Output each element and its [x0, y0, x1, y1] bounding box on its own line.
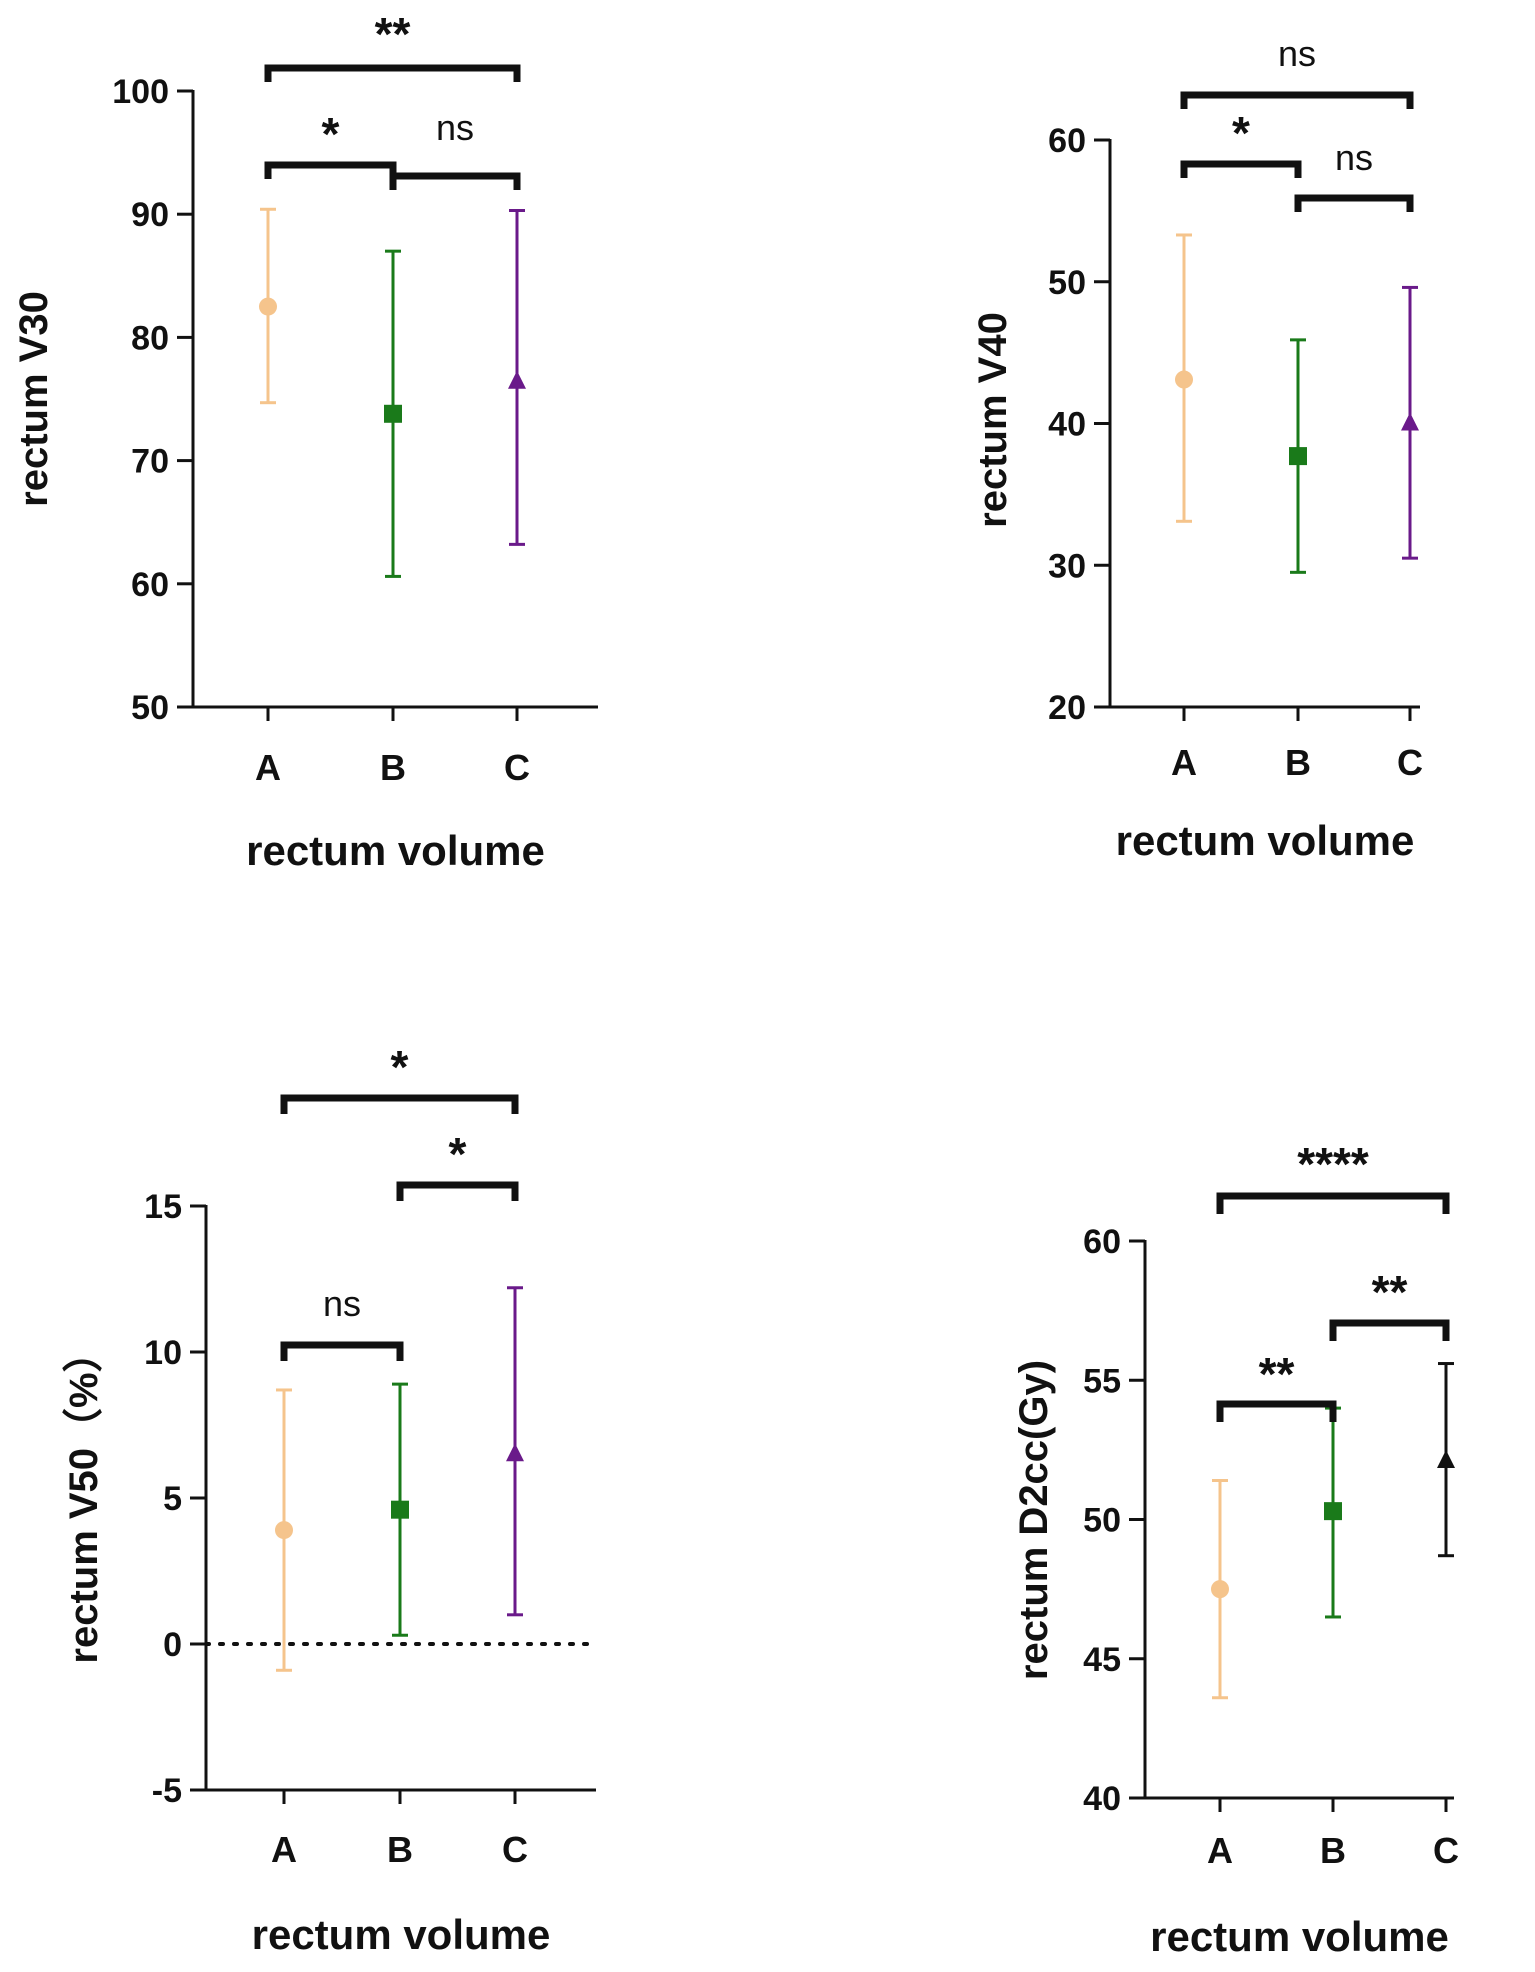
y-tick-label: 50	[1083, 1502, 1121, 1540]
significance-label: *	[391, 1041, 409, 1093]
significance-label: **	[375, 8, 411, 60]
x-axis-title: rectum volume	[1150, 1913, 1449, 1960]
significance-bracket	[1216, 1400, 1337, 1422]
y-tick-label: 10	[144, 1334, 182, 1372]
y-axis-title: rectum V50（%）	[62, 1332, 106, 1663]
significance-label: ns	[1278, 33, 1316, 74]
significance-label: ns	[1335, 137, 1373, 178]
y-tick-label: 60	[1048, 122, 1086, 160]
x-tick-label: C	[1433, 1830, 1459, 1871]
mean-point-b	[391, 1500, 409, 1519]
y-axis-title: rectum D2cc(Gy)	[1012, 1360, 1056, 1680]
significance-bracket	[396, 1181, 519, 1201]
y-tick-label: 100	[112, 73, 169, 111]
mean-point-c	[1401, 412, 1419, 431]
mean-point-a	[1175, 370, 1193, 389]
mean-point-c	[506, 1443, 524, 1462]
mean-point-c	[1437, 1450, 1455, 1469]
y-tick-label: 50	[1048, 264, 1086, 302]
significance-label: *	[322, 108, 340, 160]
x-tick-label: C	[504, 747, 530, 788]
mean-point-c	[508, 370, 526, 389]
x-tick-label: B	[380, 747, 406, 788]
mean-point-a	[259, 297, 277, 316]
y-tick-label: 90	[131, 196, 169, 234]
significance-bracket	[1180, 160, 1302, 178]
y-tick-label: 60	[131, 566, 169, 604]
significance-bracket	[264, 161, 397, 179]
y-tick-label: 20	[1048, 689, 1086, 727]
significance-bracket	[1216, 1192, 1450, 1214]
significance-label: **	[1372, 1266, 1408, 1318]
x-axis-title: rectum volume	[246, 827, 545, 874]
y-axis-title: rectum V40	[971, 312, 1015, 528]
mean-point-a	[275, 1521, 293, 1540]
mean-point-b	[1324, 1502, 1342, 1521]
significance-bracket	[389, 172, 521, 190]
x-tick-label: B	[387, 1829, 413, 1870]
x-tick-label: B	[1320, 1830, 1346, 1871]
y-tick-label: 60	[1083, 1223, 1121, 1261]
significance-bracket	[264, 64, 521, 82]
significance-label: ns	[436, 107, 474, 148]
y-axis-title: rectum V30	[12, 291, 56, 507]
mean-point-b	[1289, 447, 1307, 466]
significance-label: *	[1232, 107, 1250, 159]
x-tick-label: A	[271, 1829, 297, 1870]
significance-label: ns	[323, 1283, 361, 1324]
significance-label: ****	[1297, 1138, 1369, 1190]
y-tick-label: 0	[163, 1626, 182, 1664]
significance-label: **	[1259, 1348, 1295, 1400]
y-tick-label: 50	[131, 689, 169, 727]
y-tick-label: -5	[152, 1772, 182, 1810]
y-tick-label: 70	[131, 443, 169, 481]
significance-bracket	[280, 1094, 519, 1114]
significance-label: *	[449, 1128, 467, 1180]
significance-bracket	[280, 1341, 404, 1361]
mean-point-b	[384, 404, 402, 423]
y-tick-label: 80	[131, 319, 169, 357]
y-tick-label: 5	[163, 1480, 182, 1518]
y-tick-label: 15	[144, 1188, 182, 1226]
x-axis-title: rectum volume	[252, 1911, 551, 1958]
x-tick-label: A	[1171, 742, 1197, 783]
x-tick-label: A	[255, 747, 281, 788]
mean-point-a	[1211, 1580, 1229, 1599]
significance-bracket	[1180, 91, 1414, 109]
x-tick-label: C	[1397, 742, 1423, 783]
x-tick-label: C	[502, 1829, 528, 1870]
x-tick-label: A	[1207, 1830, 1233, 1871]
y-tick-label: 40	[1083, 1780, 1121, 1818]
y-tick-label: 40	[1048, 406, 1086, 444]
significance-bracket	[1294, 194, 1414, 212]
y-tick-label: 55	[1083, 1362, 1121, 1400]
y-tick-label: 45	[1083, 1641, 1121, 1679]
significance-bracket	[1329, 1319, 1450, 1341]
y-tick-label: 30	[1048, 547, 1086, 585]
x-tick-label: B	[1285, 742, 1311, 783]
x-axis-title: rectum volume	[1116, 817, 1415, 864]
